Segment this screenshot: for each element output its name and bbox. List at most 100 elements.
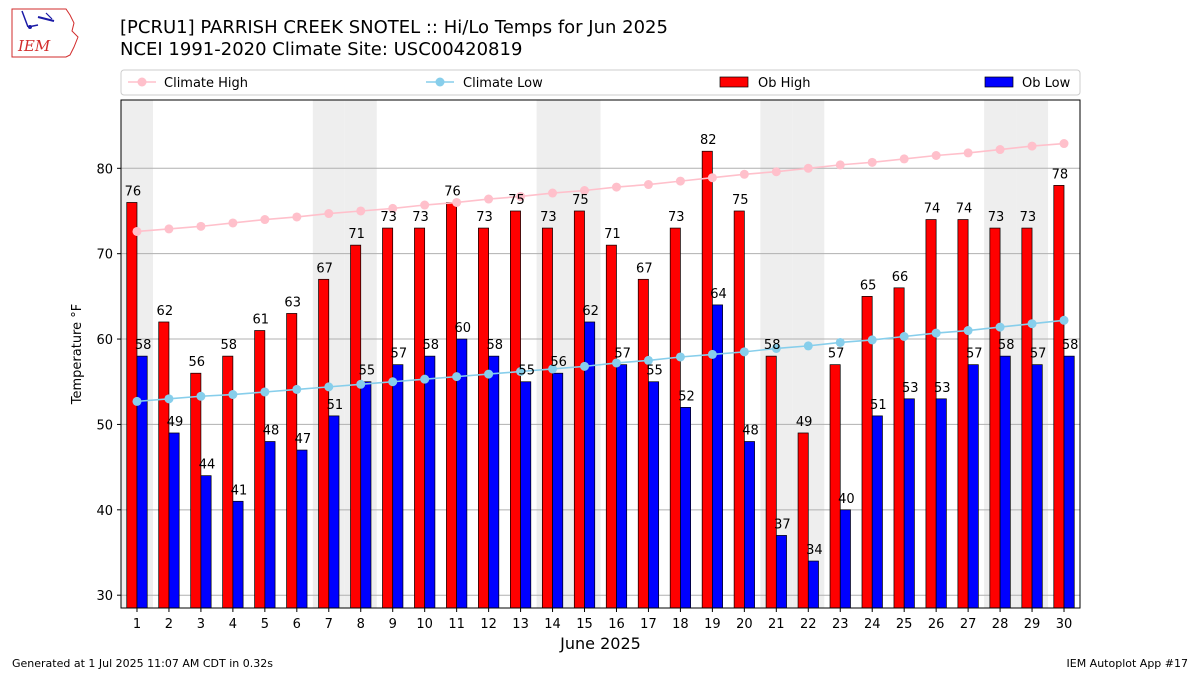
ob-low-bar <box>296 449 308 609</box>
ob-low-label: 49 <box>167 415 184 430</box>
ob-high-bar <box>925 219 937 609</box>
climate-high-point <box>548 188 558 198</box>
ob-high-bar <box>701 150 713 609</box>
ob-low-bar <box>807 560 819 609</box>
ob-low-label: 51 <box>327 398 344 413</box>
ob-low-label: 51 <box>870 398 887 413</box>
ob-low-bar <box>903 398 915 609</box>
ob-high-bar <box>573 210 585 609</box>
x-tick-label: 16 <box>608 617 625 632</box>
climate-low-point <box>899 331 909 341</box>
ob-low-label: 60 <box>454 321 471 336</box>
x-tick-label: 9 <box>389 617 397 632</box>
y-tick-label: 80 <box>96 162 113 177</box>
legend-climate-low-label: Climate Low <box>463 76 543 91</box>
ob-low-bar <box>520 381 532 609</box>
ob-low-bar <box>360 381 372 609</box>
climate-low-point <box>516 367 526 377</box>
ob-low-label: 58 <box>998 338 1015 353</box>
app-label: IEM Autoplot App #17 <box>1066 657 1189 670</box>
ob-low-bar <box>424 355 436 609</box>
x-tick-label: 22 <box>800 617 817 632</box>
ob-high-bar <box>190 372 202 609</box>
climate-low-point <box>228 390 238 400</box>
ob-low-bar <box>1063 355 1075 609</box>
climate-low-point <box>643 355 653 365</box>
x-tick-label: 8 <box>357 617 365 632</box>
ob-high-label: 74 <box>924 202 941 217</box>
ob-high-bar <box>318 278 330 609</box>
ob-low-label: 34 <box>806 543 823 558</box>
ob-high-label: 58 <box>764 338 781 353</box>
climate-low-point <box>739 347 749 357</box>
climate-high-point <box>484 194 494 204</box>
ob-high-label: 57 <box>828 347 845 362</box>
ob-high-label: 78 <box>1052 167 1069 182</box>
ob-high-label: 61 <box>252 313 269 328</box>
logo-text: IEM <box>17 37 51 55</box>
ob-high-label: 49 <box>796 415 813 430</box>
ob-low-label: 58 <box>1062 338 1079 353</box>
ob-high-label: 75 <box>572 193 589 208</box>
ob-low-bar <box>680 407 691 609</box>
legend-ob-low-swatch <box>984 76 1014 88</box>
climate-high-point <box>132 226 142 236</box>
y-tick-label: 40 <box>96 504 113 519</box>
ob-low-bar <box>1031 364 1043 609</box>
ob-low-label: 52 <box>678 389 695 404</box>
ob-low-bar <box>232 500 244 609</box>
ob-low-label: 57 <box>391 347 408 362</box>
climate-high-point <box>324 209 334 219</box>
y-tick-label: 70 <box>96 248 113 263</box>
ob-low-label: 56 <box>550 355 567 370</box>
ob-low-bar <box>552 372 564 609</box>
ob-high-bar <box>1021 227 1033 609</box>
x-tick-label: 7 <box>325 617 333 632</box>
y-tick-label: 50 <box>96 418 113 433</box>
climate-high-point <box>292 212 302 222</box>
climate-high-point <box>771 167 781 177</box>
ob-low-bar <box>935 398 947 609</box>
x-tick-label: 25 <box>896 617 913 632</box>
ob-high-bar <box>797 432 809 609</box>
ob-low-label: 37 <box>774 517 791 532</box>
ob-low-bar <box>967 364 979 609</box>
x-tick-label: 21 <box>768 617 785 632</box>
ob-high-label: 62 <box>157 304 174 319</box>
climate-high-point <box>995 145 1005 155</box>
legend-box <box>120 69 1081 96</box>
climate-low-point <box>771 343 781 353</box>
ob-low-bar <box>200 475 212 609</box>
ob-high-bar <box>382 227 394 609</box>
ob-low-bar <box>839 509 851 609</box>
climate-low-point <box>260 387 270 397</box>
x-tick-label: 6 <box>293 617 301 632</box>
ob-low-label: 62 <box>582 304 599 319</box>
climate-low-point <box>1059 315 1069 325</box>
ob-high-label: 56 <box>189 355 206 370</box>
climate-high-point <box>1059 139 1069 149</box>
ob-low-bar <box>488 355 500 609</box>
climate-high-point <box>164 224 174 234</box>
climate-high-point <box>867 157 877 167</box>
climate-high-point <box>260 215 270 225</box>
x-tick-label: 19 <box>704 617 721 632</box>
iowa-outline <box>11 8 79 58</box>
ob-high-label: 63 <box>284 295 301 310</box>
ob-high-label: 73 <box>988 210 1005 225</box>
climate-high-line <box>136 142 1065 233</box>
x-tick-label: 12 <box>480 617 497 632</box>
ob-high-label: 75 <box>732 193 749 208</box>
ob-low-bar <box>136 355 148 609</box>
x-tick-label: 20 <box>736 617 753 632</box>
climate-low-point <box>196 391 206 401</box>
climate-high-point <box>228 218 238 228</box>
ob-high-label: 73 <box>412 210 429 225</box>
legend-climate-high-label: Climate High <box>164 76 248 91</box>
ob-high-bar <box>605 244 617 609</box>
ob-high-bar <box>829 364 841 609</box>
x-tick-label: 24 <box>864 617 881 632</box>
climate-high-point <box>420 200 430 210</box>
ob-low-bar <box>743 441 755 609</box>
climate-low-point <box>452 372 462 382</box>
